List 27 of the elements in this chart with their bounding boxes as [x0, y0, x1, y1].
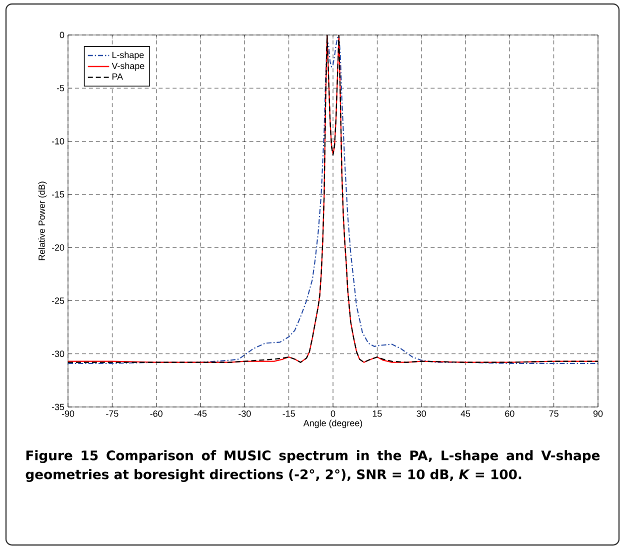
y-tick-label: -35 [52, 404, 64, 410]
x-tick-label: -15 [282, 410, 295, 417]
x-tick-label: -75 [106, 410, 118, 417]
y-axis-title: Relative Power (dB) [38, 182, 47, 260]
x-tick-label: 15 [372, 410, 382, 417]
y-tick-label: -25 [52, 298, 64, 304]
y-tick-label: -20 [52, 244, 64, 251]
x-tick-label: 0 [330, 410, 336, 417]
x-tick-label: 75 [549, 410, 558, 417]
y-tick-label: -10 [52, 138, 64, 144]
x-tick-label: 90 [593, 410, 603, 417]
y-tick-label: -15 [52, 191, 64, 198]
x-tick-label: -60 [150, 410, 162, 417]
x-tick-label: -90 [62, 410, 74, 417]
legend-label: V-shape [112, 62, 144, 71]
text: Figure 15 Comparison of MUSIC spectrum in the PA, L-shape and V-shape geometries at boresight directions (-2°, 2°), SNR = 10 dB, K = 100. [26, 450, 600, 482]
x-tick-label: 45 [460, 410, 470, 417]
legend-label: PA [112, 73, 124, 80]
x-axis-title: Angle (degree) [303, 420, 362, 428]
legend-label: L-shape [112, 52, 144, 60]
x-tick-label: -30 [238, 410, 251, 417]
x-tick-label: 60 [505, 410, 514, 417]
x-tick-label: 30 [416, 410, 426, 417]
y-tick-label: -30 [52, 350, 64, 358]
y-tick-label: 0 [60, 32, 64, 38]
y-tick-label: -5 [56, 84, 64, 92]
x-tick-label: -45 [194, 410, 207, 417]
